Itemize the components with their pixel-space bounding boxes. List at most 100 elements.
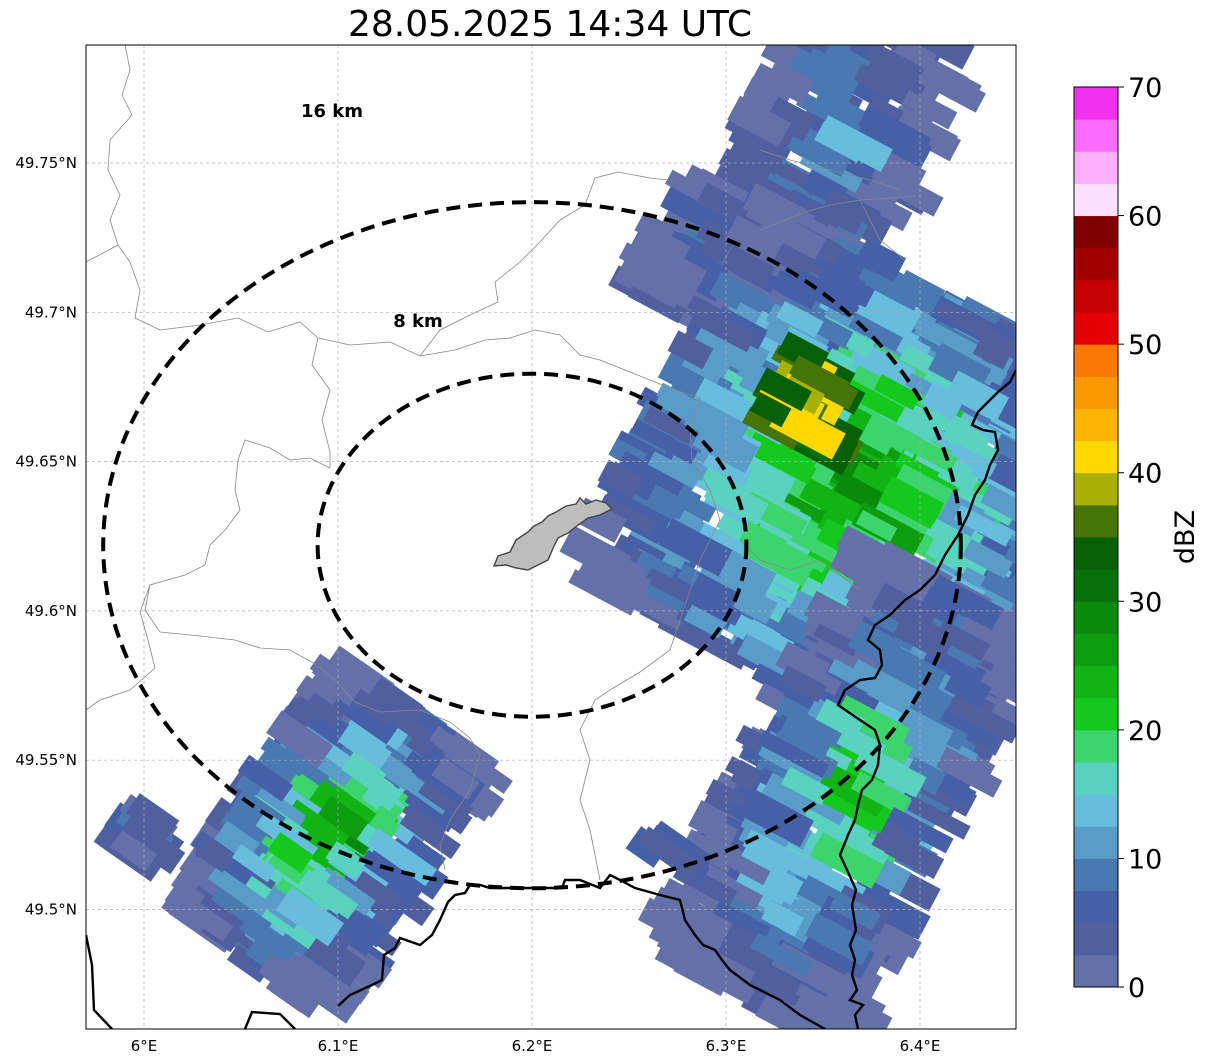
echo-bin xyxy=(878,475,945,530)
echo-bin xyxy=(304,692,345,729)
colorbar-tick-label: 20 xyxy=(1128,716,1162,747)
echo-bin xyxy=(727,95,792,147)
echo-bin xyxy=(741,834,795,879)
echo-bin xyxy=(893,269,946,316)
colorbar-tick-label: 0 xyxy=(1128,973,1145,1004)
echo-bin xyxy=(853,63,899,99)
echo-bin xyxy=(850,770,912,816)
echo-bin xyxy=(865,45,925,85)
echo-bin xyxy=(769,400,846,460)
echo-bin xyxy=(989,433,1016,483)
colorbar-segment xyxy=(1074,826,1118,859)
echo-bin xyxy=(116,815,186,875)
colorbar-segment xyxy=(1074,633,1118,667)
range-ring-8km xyxy=(315,371,749,719)
municipality-boundaries xyxy=(86,45,916,881)
echo-bin xyxy=(775,714,835,765)
echo-bin xyxy=(947,692,1016,744)
echo-bin xyxy=(598,494,657,534)
echo-bin xyxy=(351,688,396,726)
echo-bin xyxy=(658,889,734,948)
echo-bin xyxy=(818,190,869,236)
echo-bin xyxy=(939,701,1004,751)
echo-bin xyxy=(829,891,881,931)
echo-bin xyxy=(366,677,426,730)
echo-bin xyxy=(1000,638,1016,675)
echo-bin xyxy=(207,865,276,920)
echo-bin xyxy=(284,953,348,1011)
echo-bin xyxy=(717,926,786,982)
echo-bin xyxy=(643,406,696,445)
echo-bin xyxy=(886,806,954,854)
colorbar-segment xyxy=(1074,344,1118,377)
echo-bin xyxy=(935,620,990,662)
echo-bin xyxy=(778,665,827,703)
national-borders xyxy=(86,369,1016,1029)
echo-bin xyxy=(658,518,736,579)
echo-bin xyxy=(269,976,311,1013)
echo-cell xyxy=(742,331,866,476)
echo-bin xyxy=(627,284,685,324)
echo-bin xyxy=(692,419,759,474)
echo-bin xyxy=(873,540,941,594)
echo-bin xyxy=(125,793,180,841)
echo-bin xyxy=(161,891,209,934)
echo-bin xyxy=(873,374,921,411)
echo-bin xyxy=(866,670,920,716)
echo-bin xyxy=(789,359,859,410)
echo-bin xyxy=(341,751,387,793)
echo-bin xyxy=(224,799,275,844)
colorbar-tick-label: 60 xyxy=(1128,202,1162,233)
echo-bin xyxy=(953,566,1016,625)
echo-bin xyxy=(980,484,1016,523)
lat-tick-label: 49.55°N xyxy=(15,751,77,769)
echo-bin xyxy=(184,858,222,891)
echo-bin xyxy=(834,694,910,751)
echo-bin xyxy=(709,271,768,320)
map-title: 28.05.2025 14:34 UTC xyxy=(347,4,753,45)
echo-bin xyxy=(713,900,771,941)
echo-bin xyxy=(901,707,954,747)
echo-bin xyxy=(732,585,778,625)
echo-bin xyxy=(647,451,701,489)
echo-bin xyxy=(768,447,817,485)
echo-bin xyxy=(729,129,787,176)
colorbar-segment xyxy=(1074,247,1118,281)
echo-bin xyxy=(325,841,367,879)
echo-bin xyxy=(773,243,816,279)
echo-bin xyxy=(757,730,830,779)
echo-bin xyxy=(741,529,816,587)
echo-bin xyxy=(644,567,703,609)
lat-tick-label: 49.5°N xyxy=(25,901,77,919)
echo-bin xyxy=(871,582,939,636)
colorbar-segment xyxy=(1074,762,1118,795)
echo-bin xyxy=(318,795,369,841)
echo-bin xyxy=(260,736,327,790)
echo-bin xyxy=(348,870,403,919)
echo-bin xyxy=(630,418,699,465)
echo-bin xyxy=(194,836,235,873)
colorbar-segment xyxy=(1074,665,1118,699)
echo-bin xyxy=(765,96,817,142)
lat-tick-label: 49.6°N xyxy=(25,602,77,620)
echo-bin xyxy=(634,266,695,309)
colorbar-segment xyxy=(1074,279,1118,313)
echo-bin xyxy=(718,550,777,600)
echo-bin xyxy=(761,772,816,817)
echo-bin xyxy=(816,895,861,935)
colorbar-segment xyxy=(1074,794,1118,827)
echo-bin xyxy=(935,746,988,789)
echo-bin xyxy=(987,400,1016,445)
range-rings: 8 km 16 km xyxy=(101,101,963,891)
echo-bin xyxy=(891,45,938,77)
range-ring-16km xyxy=(101,200,963,891)
echo-bin xyxy=(988,641,1016,678)
colorbar-label: dBZ xyxy=(1170,510,1201,564)
echo-bin xyxy=(856,883,931,940)
echo-bin xyxy=(802,664,842,696)
echo-bin xyxy=(267,832,314,874)
colorbar-segment xyxy=(1074,954,1118,988)
echo-bin xyxy=(901,90,956,129)
lon-tick-label: 6.3°E xyxy=(706,1037,747,1055)
